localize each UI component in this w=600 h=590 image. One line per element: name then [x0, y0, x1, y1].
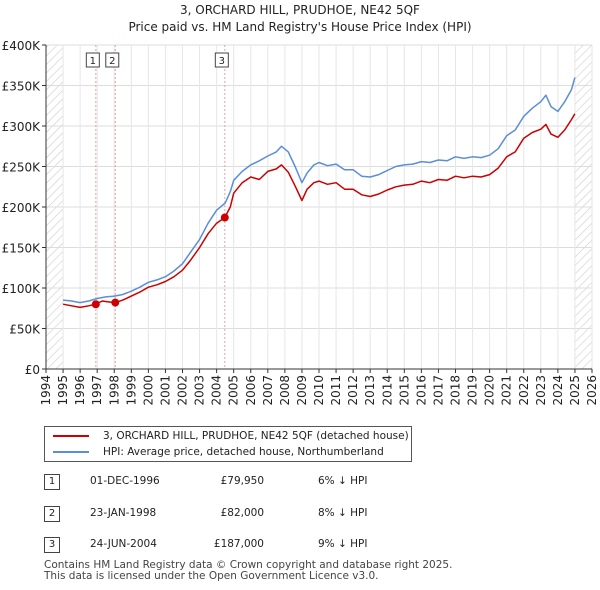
sale-point — [91, 300, 100, 309]
sale-label-box — [85, 52, 100, 68]
x-tick-label: 2006 — [244, 375, 258, 406]
x-tick-label: 1999 — [124, 375, 138, 406]
chart-subtitle: Price paid vs. HM Land Registry's House … — [128, 20, 471, 34]
sale-date: 23-JAN-1998 — [90, 507, 157, 519]
sale-hpi-diff: 6% ↓ HPI — [318, 475, 368, 487]
x-tick-label: 2004 — [210, 375, 224, 406]
sale-price: £82,000 — [220, 507, 264, 519]
chart-title: 3, ORCHARD HILL, PRUDHOE, NE42 5QF — [180, 3, 420, 17]
x-tick-label: 2003 — [193, 375, 207, 406]
sale-badge: 2 — [44, 506, 60, 522]
x-tick-label: 2015 — [397, 375, 411, 406]
sale-price: £187,000 — [213, 538, 264, 550]
sale-label: 3 — [219, 56, 225, 67]
sale-date: 24-JUN-2004 — [90, 538, 157, 550]
y-tick-label: £50K — [9, 323, 41, 337]
sale-date: 01-DEC-1996 — [90, 475, 160, 487]
series-line-property — [62, 113, 576, 309]
sale-label-box — [214, 52, 229, 68]
x-tick-label: 1995 — [56, 375, 70, 406]
y-tick-label: £350K — [2, 80, 42, 94]
x-tick-label: 2005 — [227, 375, 241, 406]
sale-label: 2 — [109, 56, 115, 67]
x-tick-label: 2001 — [158, 375, 172, 406]
sale-price: £79,950 — [220, 475, 264, 487]
x-tick-label: 2009 — [295, 375, 309, 406]
legend-item-property: 3, ORCHARD HILL, PRUDHOE, NE42 5QF (deta… — [53, 428, 409, 444]
x-tick-label: 2023 — [534, 375, 548, 406]
x-tick-label: 2017 — [431, 375, 445, 406]
x-tick-label: 2025 — [568, 375, 582, 406]
sale-label: 1 — [90, 56, 96, 67]
legend-label-property: 3, ORCHARD HILL, PRUDHOE, NE42 5QF (deta… — [103, 430, 409, 442]
sale-point — [111, 298, 120, 307]
table-row: 2 23-JAN-1998 £82,000 8% ↓ HPI — [44, 506, 444, 522]
x-tick-label: 2007 — [261, 375, 275, 406]
sale-hpi-diff: 8% ↓ HPI — [318, 507, 368, 519]
footer-licence: This data is licensed under the Open Gov… — [44, 570, 379, 582]
x-tick-label: 2018 — [449, 375, 463, 406]
y-tick-label: £150K — [2, 242, 42, 256]
y-tick-label: £400K — [2, 39, 42, 53]
x-tick-label: 1996 — [73, 375, 87, 406]
x-tick-label: 2026 — [585, 375, 599, 406]
x-tick-label: 2011 — [329, 375, 343, 406]
y-tick-label: £0 — [25, 363, 40, 377]
x-tick-label: 2012 — [346, 375, 360, 406]
x-tick-label: 2008 — [278, 375, 292, 406]
y-tick-label: £250K — [2, 161, 42, 175]
y-tick-label: £200K — [2, 201, 42, 215]
x-tick-label: 2021 — [500, 375, 514, 406]
series-line-hpi — [63, 77, 576, 304]
sale-point — [220, 213, 229, 222]
x-tick-label: 2013 — [363, 375, 377, 406]
x-tick-label: 1997 — [90, 375, 104, 406]
x-tick-label: 2002 — [176, 375, 190, 406]
legend-swatch-hpi — [53, 451, 89, 453]
x-tick-label: 2020 — [483, 375, 497, 406]
x-tick-label: 2010 — [312, 375, 326, 406]
legend-label-hpi: HPI: Average price, detached house, Nort… — [103, 446, 384, 458]
table-row: 1 01-DEC-1996 £79,950 6% ↓ HPI — [44, 474, 444, 490]
x-tick-label: 2022 — [517, 375, 531, 406]
x-tick-label: 1994 — [39, 375, 53, 406]
footer: Contains HM Land Registry data © Crown c… — [44, 560, 452, 582]
legend: 3, ORCHARD HILL, PRUDHOE, NE42 5QF (deta… — [44, 426, 412, 462]
legend-swatch-property — [53, 435, 89, 437]
price-chart: 3, ORCHARD HILL, PRUDHOE, NE42 5QF Price… — [2, 3, 599, 406]
sale-label-box — [105, 52, 120, 68]
y-tick-label: £100K — [2, 282, 42, 296]
x-tick-label: 2014 — [380, 375, 394, 406]
y-tick-label: £300K — [2, 120, 42, 134]
x-tick-label: 2024 — [551, 375, 565, 406]
sale-badge: 1 — [44, 474, 60, 490]
x-tick-label: 2000 — [141, 375, 155, 406]
footer-copyright: Contains HM Land Registry data © Crown c… — [44, 559, 453, 571]
sale-hpi-diff: 9% ↓ HPI — [318, 538, 368, 550]
x-tick-label: 2016 — [414, 375, 428, 406]
table-row: 3 24-JUN-2004 £187,000 9% ↓ HPI — [44, 537, 444, 553]
x-tick-label: 2019 — [466, 375, 480, 406]
legend-item-hpi: HPI: Average price, detached house, Nort… — [53, 444, 384, 460]
x-tick-label: 1998 — [107, 375, 121, 406]
sale-badge: 3 — [44, 537, 60, 553]
